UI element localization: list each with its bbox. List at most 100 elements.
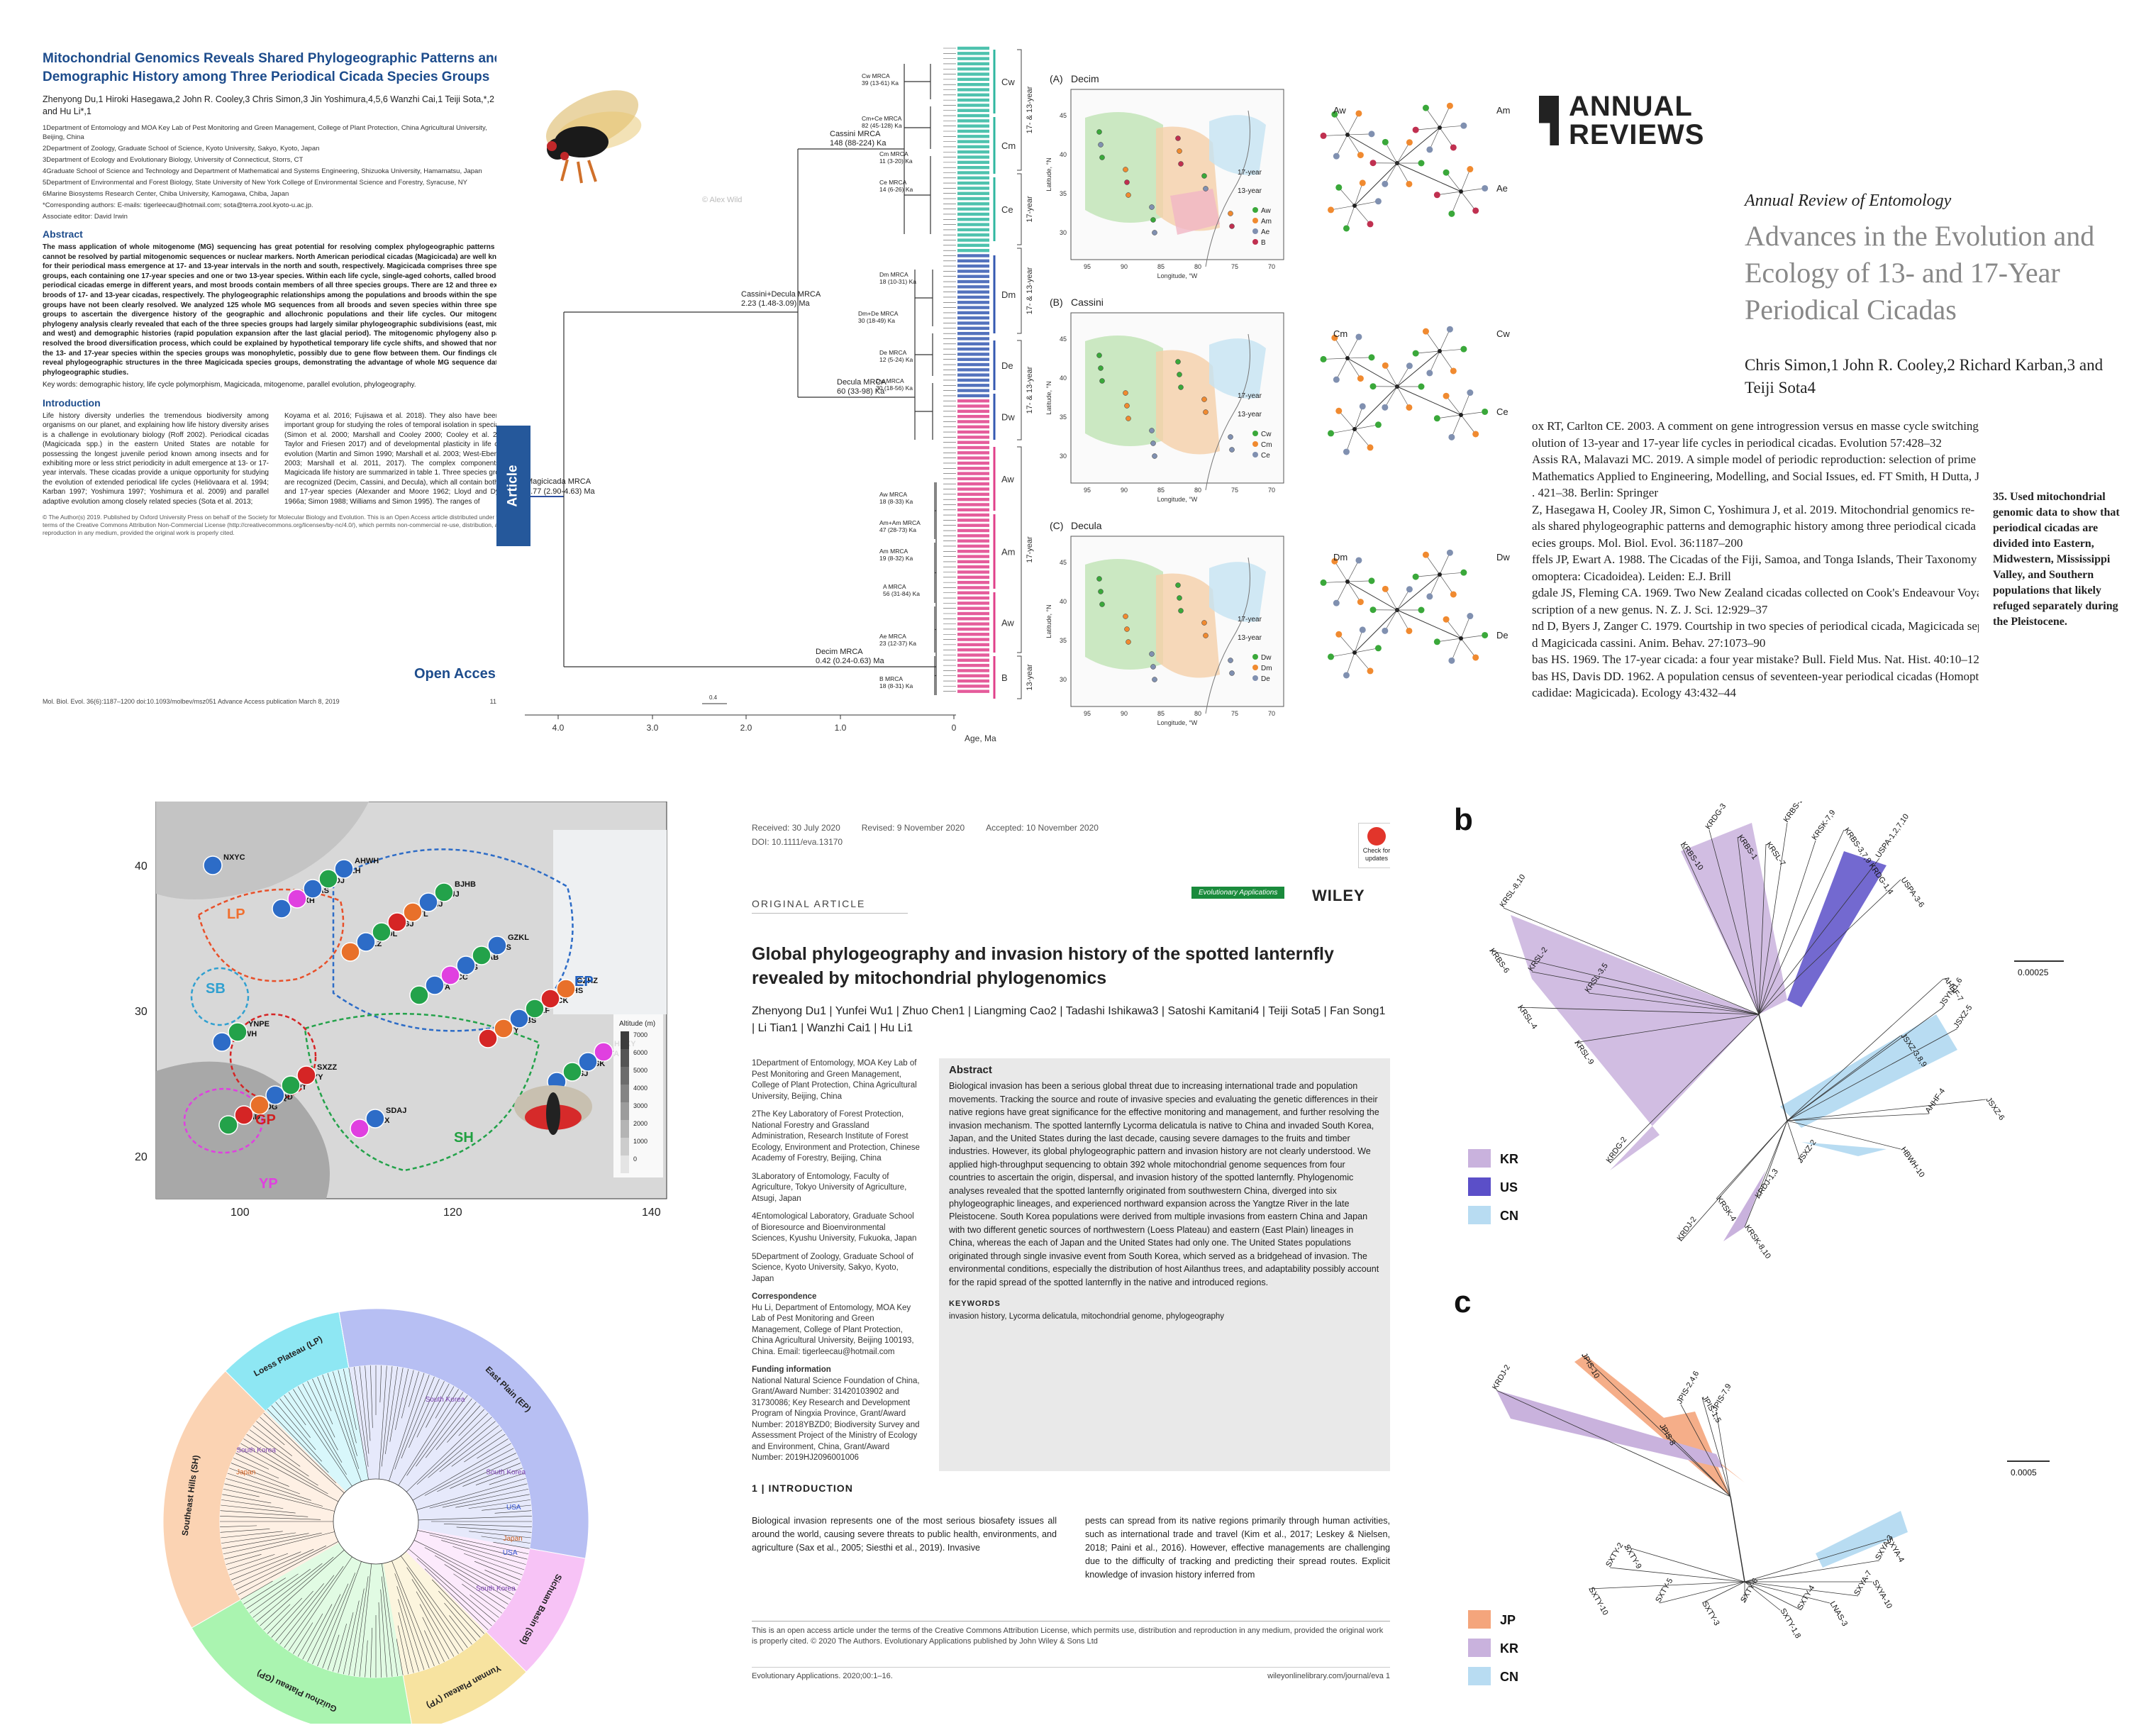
node-label-value: 2.23 (1.48-3.09) Ma <box>741 299 810 308</box>
tip-label <box>957 57 989 60</box>
legend-label: De <box>1261 675 1270 683</box>
network-edge <box>1396 142 1410 164</box>
region-middle <box>1156 350 1220 455</box>
circular-branch <box>249 1568 311 1614</box>
sample-dot <box>1152 677 1157 682</box>
circular-branch <box>447 1405 481 1443</box>
network-edge <box>1429 574 1440 597</box>
circular-branch <box>416 1591 455 1657</box>
logo-mark-icon <box>1539 96 1559 145</box>
network-edge <box>1384 386 1398 408</box>
network-edge <box>1439 348 1464 352</box>
legend-label: Ae <box>1261 228 1270 236</box>
tip-label <box>957 88 989 92</box>
lon-tick: 70 <box>1268 487 1275 494</box>
section-label: ORIGINAL ARTICLE <box>752 898 908 914</box>
tip-label <box>957 254 989 257</box>
tip-branch <box>1581 1354 1731 1497</box>
altitude-swatch <box>621 1067 629 1085</box>
circular-branch <box>252 1425 292 1456</box>
panel-label-c: c <box>1454 1285 1471 1319</box>
sample-dot <box>1096 576 1102 582</box>
region-east <box>1209 338 1266 399</box>
circular-branch <box>317 1573 356 1667</box>
sample-dot <box>1123 167 1128 172</box>
sample-dot <box>1150 664 1156 670</box>
sample-dot <box>1175 582 1181 588</box>
reference-line: ecies groups. Mol. Biol. Evol. 36:1187–2… <box>1532 536 1743 550</box>
tip-branch <box>1574 1014 1760 1043</box>
legend-dot <box>1252 654 1258 660</box>
tip-label <box>957 362 989 367</box>
network-edge <box>1396 386 1462 416</box>
circular-branch <box>426 1383 450 1428</box>
circular-branch <box>302 1604 333 1660</box>
tip-label <box>957 52 989 55</box>
network-hub <box>1459 413 1463 417</box>
altitude-tick: 4000 <box>633 1085 648 1092</box>
cicada-illustration <box>545 90 642 184</box>
tip-label <box>957 129 989 133</box>
reference-line: omoptera: Cicadoidea). Leiden: E.J. Bril… <box>1532 569 1731 583</box>
site-dot <box>594 1042 613 1062</box>
circular-branch <box>450 1458 519 1489</box>
circular-branch <box>226 1478 323 1507</box>
tip-label: KRSK-8,10 <box>1743 1224 1772 1260</box>
circular-branch <box>365 1640 368 1678</box>
photo-credit: © Alex Wild <box>702 196 742 204</box>
node-label-value: 60 (33-98) Ka <box>837 387 885 396</box>
haplotype-node <box>1448 210 1455 217</box>
circular-branch <box>227 1554 275 1570</box>
abstract-text: The mass application of whole mitogenome… <box>43 243 511 377</box>
haplotype-node <box>1412 350 1419 357</box>
circular-branch <box>275 1402 316 1451</box>
tip-label <box>957 492 989 497</box>
tip-branch <box>1758 858 1880 1015</box>
lon-tick: 80 <box>1194 263 1201 270</box>
tip-label <box>957 472 989 475</box>
altitude-tick: 5000 <box>633 1067 648 1074</box>
network-edge <box>1445 172 1462 192</box>
sample-dot <box>1150 217 1156 223</box>
tip-branch <box>1758 822 1788 1015</box>
network-edge <box>1347 134 1361 155</box>
network-group-label: Dm <box>1333 552 1348 562</box>
circular-branch <box>263 1412 337 1484</box>
circular-branch <box>288 1556 352 1651</box>
lat-tick: 40 <box>135 860 148 872</box>
haplotype-node <box>1382 404 1389 411</box>
circular-branch <box>391 1561 435 1667</box>
tip-label <box>957 326 989 331</box>
legend-swatch <box>1468 1177 1491 1196</box>
lat-tick: 30 <box>135 1006 148 1018</box>
kr-clade-hull <box>1723 1170 1766 1241</box>
tip-branch <box>1531 971 1760 1015</box>
haplotype-node <box>1382 180 1389 187</box>
haplotype-node <box>1320 132 1327 139</box>
tip-label: JSXZ-6 <box>1984 1096 2006 1122</box>
haplotype-node <box>1343 672 1350 679</box>
haplotype-node <box>1331 334 1338 341</box>
haplotype-node <box>1333 376 1340 383</box>
altitude-swatch <box>621 1085 629 1102</box>
circular-branch <box>229 1468 300 1495</box>
tip-branch <box>1737 836 1760 1015</box>
node-label-name: Am MRCA <box>879 548 908 555</box>
site-dot <box>218 1115 238 1135</box>
circular-branch <box>398 1599 419 1672</box>
lon-tick: 90 <box>1121 710 1128 717</box>
check-updates-badge[interactable]: Check for updates <box>1358 823 1390 868</box>
network-edge <box>1439 329 1450 352</box>
lon-axis-title: Longitude, °W <box>1157 496 1198 503</box>
front-matter: 1Department of Entomology, MOA Key Lab o… <box>752 1058 1390 1471</box>
sample-dot <box>1229 447 1235 453</box>
node-label-name: Decim MRCA <box>816 648 863 656</box>
haplotype-node <box>1467 166 1474 173</box>
legend-label: Cm <box>1261 441 1272 449</box>
reference-line: Z, Hasegawa H, Cooley JR, Simon C, Yoshi… <box>1532 502 1975 516</box>
paper-authors: Zhenyong Du1 | Yunfei Wu1 | Zhuo Chen1 |… <box>752 1005 1386 1034</box>
network-group-label: Cw <box>1496 328 1510 339</box>
haplotype-node <box>1367 667 1374 675</box>
circular-branch <box>429 1483 528 1509</box>
